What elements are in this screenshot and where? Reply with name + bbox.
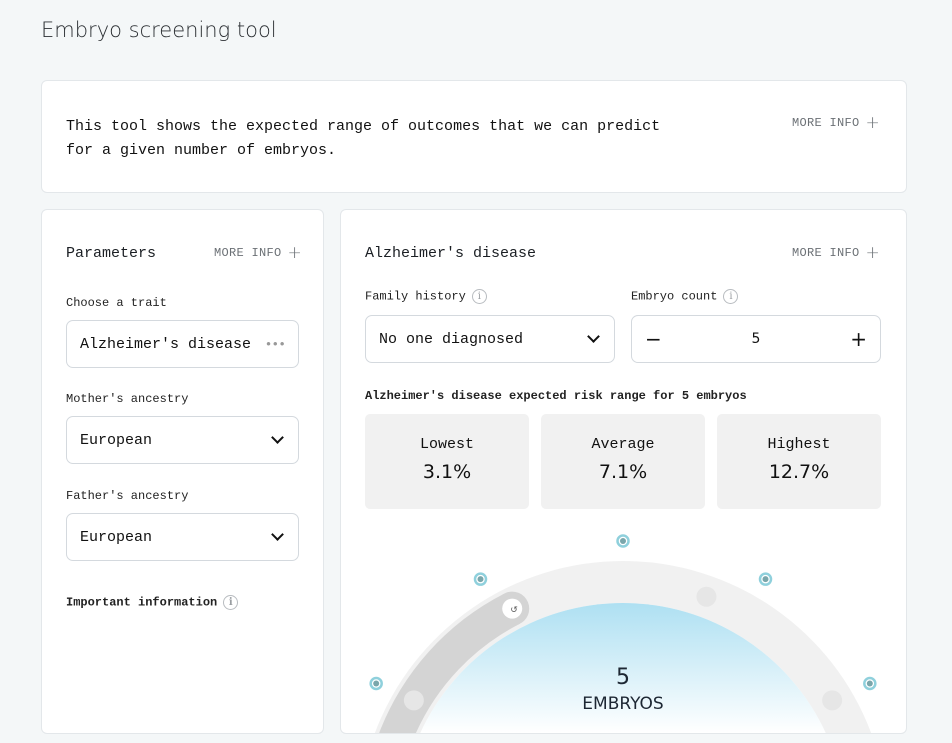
more-info-label: MORE INFO: [791, 246, 860, 260]
stat-value: 3.1%: [422, 461, 472, 483]
intro-card: This tool shows the expected range of ou…: [41, 80, 907, 193]
gauge-marker-dot: [620, 538, 626, 544]
stat-value: 12.7%: [768, 461, 830, 483]
risk-range-caption: Alzheimer's disease expected risk range …: [365, 389, 747, 403]
important-information-link[interactable]: Important information i: [66, 595, 239, 610]
gauge-step-knob: [403, 690, 424, 711]
father-ancestry-label: Father's ancestry: [66, 489, 189, 503]
parameters-more-info-button[interactable]: MORE INFO +: [214, 243, 302, 263]
embryo-count-label: Embryo count i: [631, 289, 739, 304]
gauge-marker-dot: [762, 576, 769, 583]
father-ancestry-select[interactable]: European: [66, 513, 299, 561]
gauge-dome: [420, 603, 826, 733]
more-info-label: MORE INFO: [791, 116, 860, 130]
parameters-heading: Parameters: [66, 245, 157, 262]
increment-button[interactable]: +: [850, 327, 867, 351]
gauge-step-knob: [696, 586, 717, 607]
info-icon[interactable]: i: [223, 595, 239, 610]
stat-value: 7.1%: [598, 461, 648, 483]
plus-icon: +: [865, 113, 880, 133]
plus-icon: +: [865, 243, 880, 263]
gauge-marker-dot: [866, 680, 873, 687]
stat-highest: Highest 12.7%: [717, 414, 881, 509]
info-icon[interactable]: i: [723, 289, 739, 304]
stat-name: Average: [591, 436, 655, 453]
mother-ancestry-select[interactable]: European: [66, 416, 299, 464]
intro-more-info-button[interactable]: MORE INFO +: [792, 113, 880, 133]
chevron-down-icon: [271, 528, 284, 541]
more-info-label: MORE INFO: [214, 246, 282, 260]
family-history-text: Family history: [365, 289, 466, 304]
embryo-count-text: Embryo count: [631, 289, 718, 304]
gauge-marker-dot: [477, 576, 484, 583]
more-icon: •••: [264, 336, 286, 352]
gauge-number: 5: [616, 665, 630, 690]
embryo-count-stepper[interactable]: − 5 +: [631, 315, 881, 363]
mother-ancestry-value: European: [80, 431, 153, 449]
mother-ancestry-label: Mother's ancestry: [66, 392, 189, 406]
info-icon[interactable]: i: [471, 289, 487, 304]
gauge-handle: [502, 598, 523, 619]
decrement-button[interactable]: −: [645, 327, 662, 351]
stat-name: Highest: [767, 436, 831, 453]
intro-text: This tool shows the expected range of ou…: [66, 118, 661, 159]
plus-icon: +: [287, 243, 303, 263]
family-history-value: No one diagnosed: [379, 330, 524, 348]
father-ancestry-value: European: [80, 528, 153, 546]
family-history-select[interactable]: No one diagnosed: [365, 315, 615, 363]
trait-value: Alzheimer's disease: [80, 335, 252, 353]
result-more-info-button[interactable]: MORE INFO +: [792, 243, 880, 263]
page-title: Embryo screening tool: [41, 18, 277, 42]
stat-average: Average 7.1%: [541, 414, 705, 509]
gauge-unit: EMBRYOS: [582, 694, 664, 714]
gauge-handle-icon: ↺: [510, 606, 518, 616]
parameters-card: Parameters MORE INFO + Choose a trait Alz…: [41, 209, 324, 734]
embryo-gauge[interactable]: ↺: [341, 210, 907, 733]
trait-selector[interactable]: Alzheimer's disease •••: [66, 320, 299, 368]
stat-name: Lowest: [419, 436, 474, 453]
gauge-step-knob: [822, 690, 843, 711]
stat-lowest: Lowest 3.1%: [365, 414, 529, 509]
trait-label: Choose a trait: [66, 296, 167, 310]
embryo-count-value: 5: [751, 331, 761, 347]
result-card: Alzheimer's disease MORE INFO + Family hi…: [340, 209, 907, 734]
family-history-label: Family history i: [365, 289, 487, 304]
important-information-label: Important information: [66, 595, 218, 610]
chevron-down-icon: [271, 431, 284, 444]
gauge-marker-dot: [373, 680, 380, 687]
result-heading: Alzheimer's disease: [365, 245, 537, 262]
